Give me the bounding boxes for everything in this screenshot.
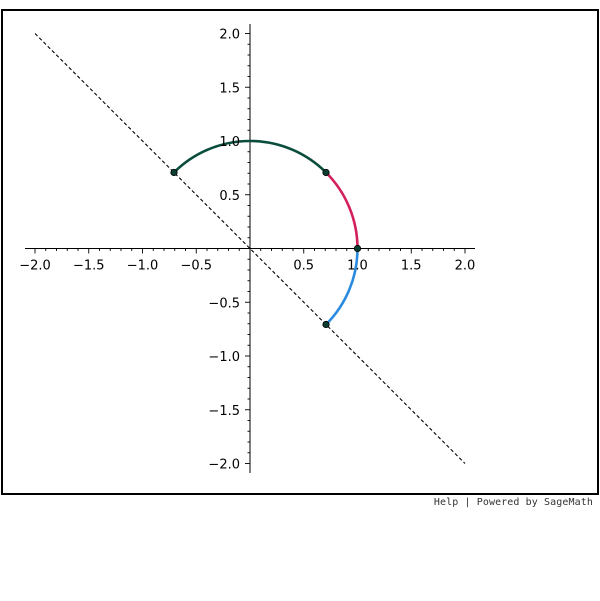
y-tick-label: −1.5	[208, 404, 240, 419]
x-tick-label: 1.0	[347, 259, 368, 274]
x-tick-label: 0.5	[293, 259, 314, 274]
data-point	[170, 168, 178, 177]
dashed-line-series	[34, 33, 466, 464]
series-layer	[34, 33, 466, 464]
x-tick-label: 2.0	[455, 259, 476, 274]
axes	[25, 24, 475, 473]
plot-frame	[1, 9, 599, 495]
data-point	[322, 168, 330, 177]
y-tick-label: 2.0	[219, 28, 240, 43]
x-tick-label: 1.5	[401, 259, 422, 274]
data-point	[322, 320, 330, 329]
data-point	[353, 244, 362, 253]
y-tick-label: −1.0	[208, 350, 240, 365]
arc-series-3	[324, 247, 359, 326]
y-tick-label: 1.5	[219, 81, 240, 96]
y-tick-label: 1.0	[219, 135, 240, 150]
tick-labels: −2.0 −1.5 −1.0 −0.5 0.5 1.0 1.5 2.0 2.0 1.5 1.0 0.5…	[19, 28, 475, 473]
arc-series-2	[324, 171, 359, 250]
x-tick-label: −1.0	[127, 259, 159, 274]
powered-by-label: Powered by SageMath	[476, 497, 593, 508]
x-tick-label: −0.5	[180, 259, 212, 274]
x-tick-label: −2.0	[19, 259, 51, 274]
y-tick-label: 0.5	[219, 189, 240, 204]
footer-separator: |	[464, 497, 471, 508]
help-link[interactable]: Help	[433, 497, 459, 508]
y-tick-label: −0.5	[208, 296, 240, 311]
points-layer	[170, 168, 362, 329]
y-tick-label: −2.0	[208, 458, 240, 473]
x-tick-label: −1.5	[73, 259, 105, 274]
footer: Help | Powered by SageMath	[434, 497, 593, 508]
arc-series-1	[172, 139, 328, 174]
